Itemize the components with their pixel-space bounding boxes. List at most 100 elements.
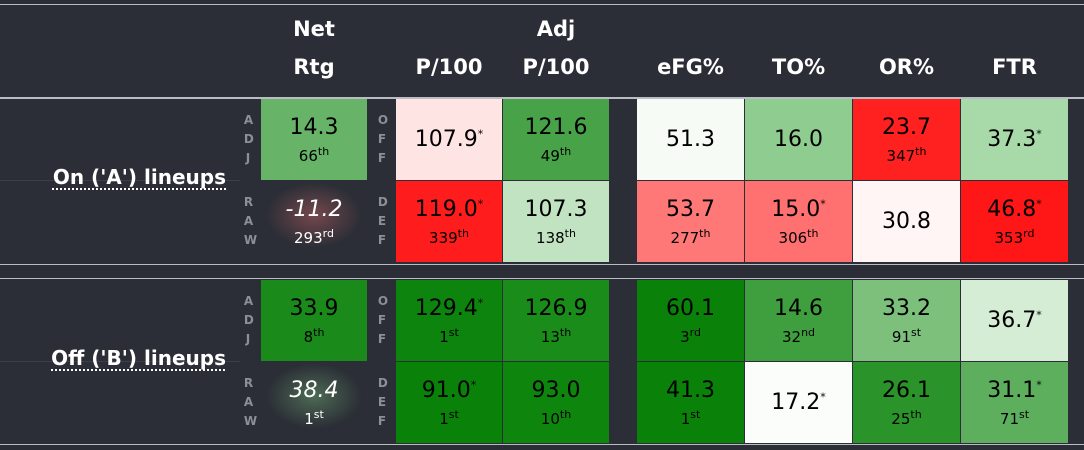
value-text: 17.2 xyxy=(771,389,821,415)
rank-suffix: th xyxy=(915,144,927,158)
column-header: P/100 xyxy=(396,14,502,86)
value-text: 26.1 xyxy=(882,377,931,403)
rank-suffix: th xyxy=(457,226,469,240)
rank-suffix: th xyxy=(807,226,819,240)
rank-suffix: th xyxy=(910,407,922,421)
header-line: P/100 xyxy=(415,55,483,79)
stat-value: 31.1* xyxy=(987,377,1041,405)
stat-value: 33.9 xyxy=(290,295,339,323)
value-text: 15.0 xyxy=(771,196,821,222)
header-line: Net xyxy=(293,17,335,41)
rank-suffix: st xyxy=(1019,407,1030,421)
stat-cell: 53.7 277th xyxy=(637,181,744,262)
rank-suffix: nd xyxy=(801,325,816,339)
value-text: 119.0 xyxy=(414,196,478,222)
stat-value: 129.4* xyxy=(415,295,483,323)
divider xyxy=(0,264,1084,265)
rank-suffix: th xyxy=(699,226,711,240)
stat-rank: 293rd xyxy=(294,228,334,248)
value-text: 31.1 xyxy=(987,377,1037,403)
stat-rank: 10th xyxy=(541,409,571,429)
rank-number: 13 xyxy=(540,327,560,346)
stat-cell: 119.0* 339th xyxy=(396,181,502,262)
stat-rank: 32nd xyxy=(782,327,815,347)
rank-suffix: st xyxy=(690,407,701,421)
column-header: Net Rtg xyxy=(261,14,367,86)
side-label-text: OFF xyxy=(377,294,389,346)
stat-value: 38.4 xyxy=(290,377,339,405)
value-text: 38.4 xyxy=(289,377,339,403)
side-label-text: RAW xyxy=(243,376,258,428)
side-label: OFF xyxy=(375,99,389,180)
stat-value: 121.6 xyxy=(525,114,588,142)
rank-suffix: th xyxy=(317,144,330,158)
rank-number: 293 xyxy=(294,228,323,247)
value-text: 121.6 xyxy=(524,114,588,140)
stat-value: 30.8 xyxy=(882,208,931,236)
section-label: Off ('B') lineups xyxy=(0,346,226,370)
value-text: 33.2 xyxy=(882,295,931,321)
divider xyxy=(0,97,1084,99)
stat-rank: 91st xyxy=(892,327,921,347)
significance-mark: * xyxy=(477,296,484,310)
significance-mark: * xyxy=(1036,378,1042,392)
rank-number: 8 xyxy=(303,327,314,346)
section-label-text: Off ('B') lineups xyxy=(51,346,226,370)
side-label-text: DEF xyxy=(377,376,388,428)
stat-rank: 277th xyxy=(671,228,711,248)
stat-value: 37.3* xyxy=(987,126,1041,154)
stat-cell: 41.3 1st xyxy=(637,362,744,443)
stat-cell: 17.2* xyxy=(745,362,852,443)
stat-value: 14.6 xyxy=(774,295,823,323)
stat-value: 36.7* xyxy=(987,307,1041,335)
stat-cell: 129.4* 1st xyxy=(396,280,502,361)
side-label: ADJ xyxy=(241,280,255,361)
value-text: 53.7 xyxy=(666,196,715,222)
rank-suffix: st xyxy=(448,325,459,339)
stat-rank: 13th xyxy=(541,327,571,347)
significance-mark: * xyxy=(477,197,484,211)
stat-rank: 1st xyxy=(439,409,459,429)
stat-rank: 71st xyxy=(1000,409,1029,429)
stat-cell: 51.3 xyxy=(637,99,744,180)
side-label: OFF xyxy=(375,280,389,361)
stat-value: 15.0* xyxy=(771,196,825,224)
stat-value: 17.2* xyxy=(771,389,825,417)
rank-suffix: th xyxy=(564,226,576,240)
rank-suffix: th xyxy=(559,407,572,421)
rank-suffix: rd xyxy=(1023,226,1035,240)
rank-number: 71 xyxy=(999,409,1020,428)
stat-value: 26.1 xyxy=(882,377,931,405)
stat-rank: 138th xyxy=(536,228,576,248)
stat-value: 107.3 xyxy=(525,196,588,224)
significance-mark: * xyxy=(1036,308,1042,322)
rank-number: 32 xyxy=(781,327,802,346)
rank-suffix: th xyxy=(313,325,325,339)
rank-number: 25 xyxy=(891,409,911,428)
header-line: OR% xyxy=(878,55,935,79)
value-text: 33.9 xyxy=(289,295,339,321)
stat-cell: 26.1 25th xyxy=(853,362,960,443)
rank-number: 347 xyxy=(886,146,916,165)
stat-value: 51.3 xyxy=(666,126,715,154)
stat-value: 46.8* xyxy=(987,196,1041,224)
value-text: 16.0 xyxy=(774,126,823,152)
column-header: OR% xyxy=(853,14,960,86)
value-text: 30.8 xyxy=(882,208,931,234)
stat-cell: 23.7 347th xyxy=(853,99,960,180)
significance-mark: * xyxy=(470,378,477,392)
stat-cell: 107.9* xyxy=(396,99,502,180)
stat-cell: 107.3 138th xyxy=(503,181,609,262)
divider xyxy=(0,180,240,181)
stat-value: 91.0* xyxy=(422,377,476,405)
value-text: -11.2 xyxy=(285,196,343,222)
divider xyxy=(0,4,1084,5)
rank-suffix: st xyxy=(911,325,922,339)
value-text: 46.8 xyxy=(987,196,1037,222)
rank-number: 1 xyxy=(680,409,691,428)
rank-suffix: rd xyxy=(322,226,334,240)
significance-mark: * xyxy=(1036,197,1042,211)
stat-value: 33.2 xyxy=(882,295,931,323)
rank-number: 3 xyxy=(680,327,690,346)
